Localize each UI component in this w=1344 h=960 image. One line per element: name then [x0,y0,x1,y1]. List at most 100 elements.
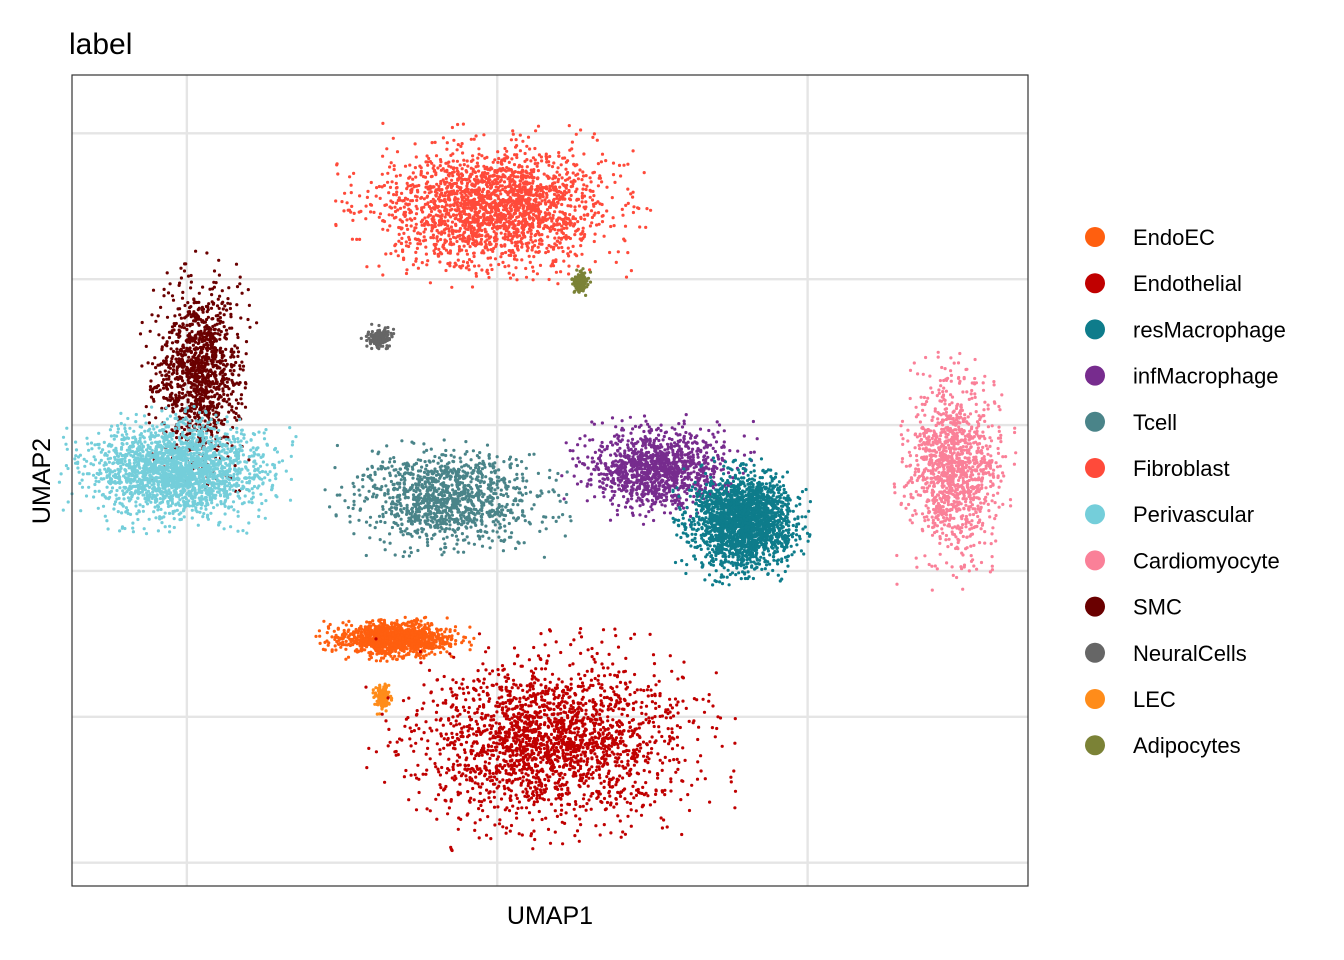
point [631,149,635,153]
point [495,227,499,231]
point [264,470,268,474]
point [395,190,399,194]
point [520,245,524,249]
point [253,469,257,473]
point [179,266,183,270]
point [457,245,461,249]
point [564,167,568,171]
point [533,158,537,162]
point [206,440,210,444]
point [171,409,175,413]
point [236,401,240,405]
point [407,207,411,211]
point [568,250,573,254]
point [138,503,142,507]
point [238,417,242,422]
point [454,181,459,185]
point [221,300,225,304]
point [479,242,483,246]
point [515,155,519,160]
point [162,395,166,400]
point [502,180,507,184]
point [580,178,584,182]
point [204,378,208,382]
point [209,370,213,374]
point [288,498,293,502]
point [144,344,148,348]
point [467,234,471,238]
point [179,517,183,522]
point [512,163,517,167]
point [523,151,527,156]
point [498,226,502,230]
point [232,472,236,476]
point [514,266,518,270]
point [443,215,447,219]
point [402,198,406,203]
point [162,439,166,443]
point [229,363,233,367]
point [240,291,244,295]
point [188,346,192,350]
point [222,435,226,439]
point [202,355,206,359]
point [411,171,415,175]
point [408,163,412,167]
point [147,421,151,425]
point [167,511,172,515]
point [605,209,609,213]
point [472,231,476,235]
point [441,194,445,198]
point [448,237,452,241]
point [265,442,269,446]
point [157,333,161,337]
point [224,437,228,441]
point [592,194,596,198]
point [225,484,229,488]
point [562,220,566,224]
point [243,405,248,409]
point [557,246,561,250]
point [403,164,408,168]
point [186,274,191,278]
point [229,350,233,354]
point [497,209,501,213]
point [365,265,369,269]
point [509,138,513,142]
point [214,380,219,384]
point [175,366,179,370]
point [434,213,438,217]
point [166,291,171,295]
point [489,174,493,178]
point [452,138,456,142]
point [83,464,87,468]
point [480,178,484,182]
point [434,193,438,197]
point [553,185,557,189]
point [421,210,425,214]
point [555,231,559,235]
point [483,175,487,179]
point [175,332,179,336]
point [107,460,111,464]
point [239,439,243,443]
point [624,275,629,279]
point [208,404,212,408]
point [456,218,460,222]
point [525,244,529,248]
point [206,513,210,517]
point [218,311,222,315]
point [575,197,579,201]
point [525,205,530,209]
point [80,478,84,482]
point [523,199,528,203]
point [520,188,524,192]
point [144,405,148,409]
point [172,364,176,368]
point [584,174,588,178]
point [470,224,474,228]
point [532,255,536,259]
point [480,196,484,200]
point [201,337,205,341]
point [275,495,279,499]
